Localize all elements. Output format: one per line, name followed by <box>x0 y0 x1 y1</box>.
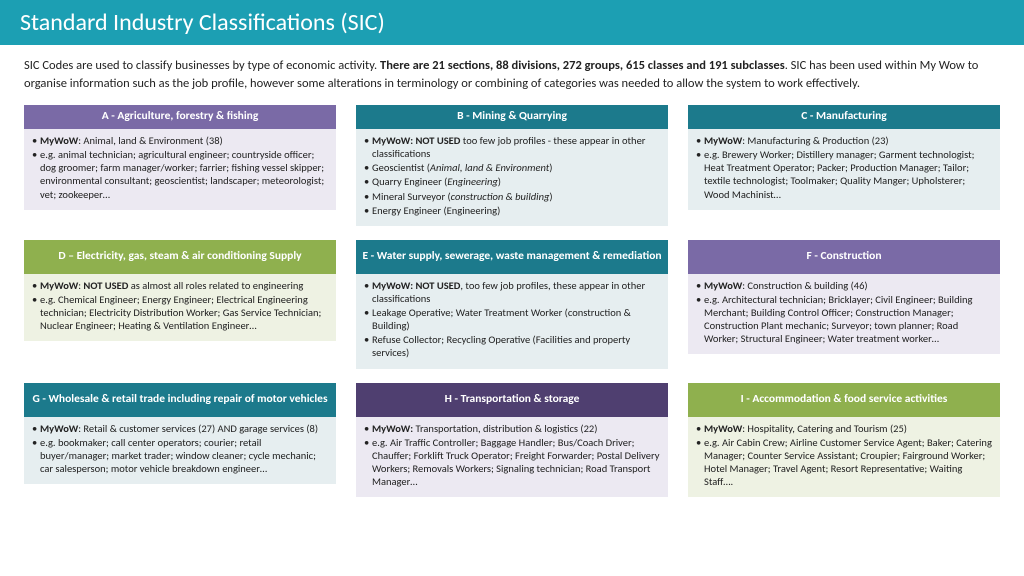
card-line: MyWoW: NOT USED, too few job profiles, t… <box>364 279 660 305</box>
card-body: MyWoW: Animal, land & Environment (38)e.… <box>24 129 336 210</box>
card-line: Leakage Operative; Water Treatment Worke… <box>364 306 660 332</box>
intro-bold: There are 21 sections, 88 divisions, 272… <box>380 58 785 73</box>
card-body: MyWoW: NOT USED as almost all roles rela… <box>24 274 336 342</box>
card-line: e.g. Air Cabin Crew; Airline Customer Se… <box>696 436 992 489</box>
card-line: MyWoW: NOT USED too few job profiles - t… <box>364 134 660 160</box>
card: C - ManufacturingMyWoW: Manufacturing & … <box>688 105 1000 226</box>
card-line: Energy Engineer (Engineering) <box>364 204 660 217</box>
card-title: I - Accommodation & food service activit… <box>688 383 1000 417</box>
card-body: MyWoW: NOT USED too few job profiles - t… <box>356 129 668 226</box>
card-line: Geoscientist (Animal, land & Environment… <box>364 161 660 174</box>
card: H - Transportation & storage MyWoW: Trans… <box>356 383 668 498</box>
card-line: MyWoW: Construction & building (46) <box>696 279 992 292</box>
card-body: MyWoW: Retail & customer services (27) A… <box>24 417 336 485</box>
page-header: Standard Industry Classifications (SIC) <box>0 0 1024 45</box>
card-body: MyWoW: Manufacturing & Production (23)e.… <box>688 129 1000 210</box>
card-line: MyWoW: Animal, land & Environment (38) <box>32 134 328 147</box>
card-line: e.g. Air Traffic Controller; Baggage Han… <box>364 436 660 489</box>
card-grid: A - Agriculture, forestry & fishingMyWoW… <box>0 101 1024 511</box>
card-line: MyWoW: NOT USED as almost all roles rela… <box>32 279 328 292</box>
card-line: MyWoW: Transportation, distribution & lo… <box>364 422 660 435</box>
card: G - Wholesale & retail trade including r… <box>24 383 336 498</box>
card-body: MyWoW: Hospitality, Catering and Tourism… <box>688 417 1000 498</box>
card: B - Mining & Quarrying MyWoW: NOT USED to… <box>356 105 668 226</box>
card-line: e.g. bookmaker; call center operators; c… <box>32 436 328 475</box>
card: I - Accommodation & food service activit… <box>688 383 1000 498</box>
card: D – Electricity, gas, steam & air condit… <box>24 240 336 369</box>
card-line: e.g. Brewery Worker; Distillery manager;… <box>696 148 992 201</box>
card-title: E - Water supply, sewerage, waste manage… <box>356 240 668 274</box>
card-title: F - Construction <box>688 240 1000 274</box>
card-title: A - Agriculture, forestry & fishing <box>24 105 336 129</box>
card-line: Quarry Engineer (Engineering) <box>364 175 660 188</box>
card: E - Water supply, sewerage, waste manage… <box>356 240 668 369</box>
intro-part1: SIC Codes are used to classify businesse… <box>24 58 380 73</box>
card-body: MyWoW: Construction & building (46)e.g. … <box>688 274 1000 355</box>
card-line: e.g. Architectural technician; Bricklaye… <box>696 293 992 346</box>
card-line: MyWoW: Hospitality, Catering and Tourism… <box>696 422 992 435</box>
page-title: Standard Industry Classifications (SIC) <box>20 8 385 37</box>
card-line: MyWoW: Manufacturing & Production (23) <box>696 134 992 147</box>
card-body: MyWoW: NOT USED, too few job profiles, t… <box>356 274 668 369</box>
card-body: MyWoW: Transportation, distribution & lo… <box>356 417 668 498</box>
card: F - ConstructionMyWoW: Construction & bu… <box>688 240 1000 369</box>
card-title: H - Transportation & storage <box>356 383 668 417</box>
intro-paragraph: SIC Codes are used to classify businesse… <box>0 45 1024 101</box>
card-title: G - Wholesale & retail trade including r… <box>24 383 336 417</box>
card-line: Mineral Surveyor (construction & buildin… <box>364 190 660 203</box>
card-title: C - Manufacturing <box>688 105 1000 129</box>
card-line: e.g. Chemical Engineer; Energy Engineer;… <box>32 293 328 332</box>
card: A - Agriculture, forestry & fishingMyWoW… <box>24 105 336 226</box>
card-line: MyWoW: Retail & customer services (27) A… <box>32 422 328 435</box>
card-title: D – Electricity, gas, steam & air condit… <box>24 240 336 274</box>
card-line: Refuse Collector; Recycling Operative (F… <box>364 333 660 359</box>
card-line: e.g. animal technician; agricultural eng… <box>32 148 328 201</box>
card-title: B - Mining & Quarrying <box>356 105 668 129</box>
